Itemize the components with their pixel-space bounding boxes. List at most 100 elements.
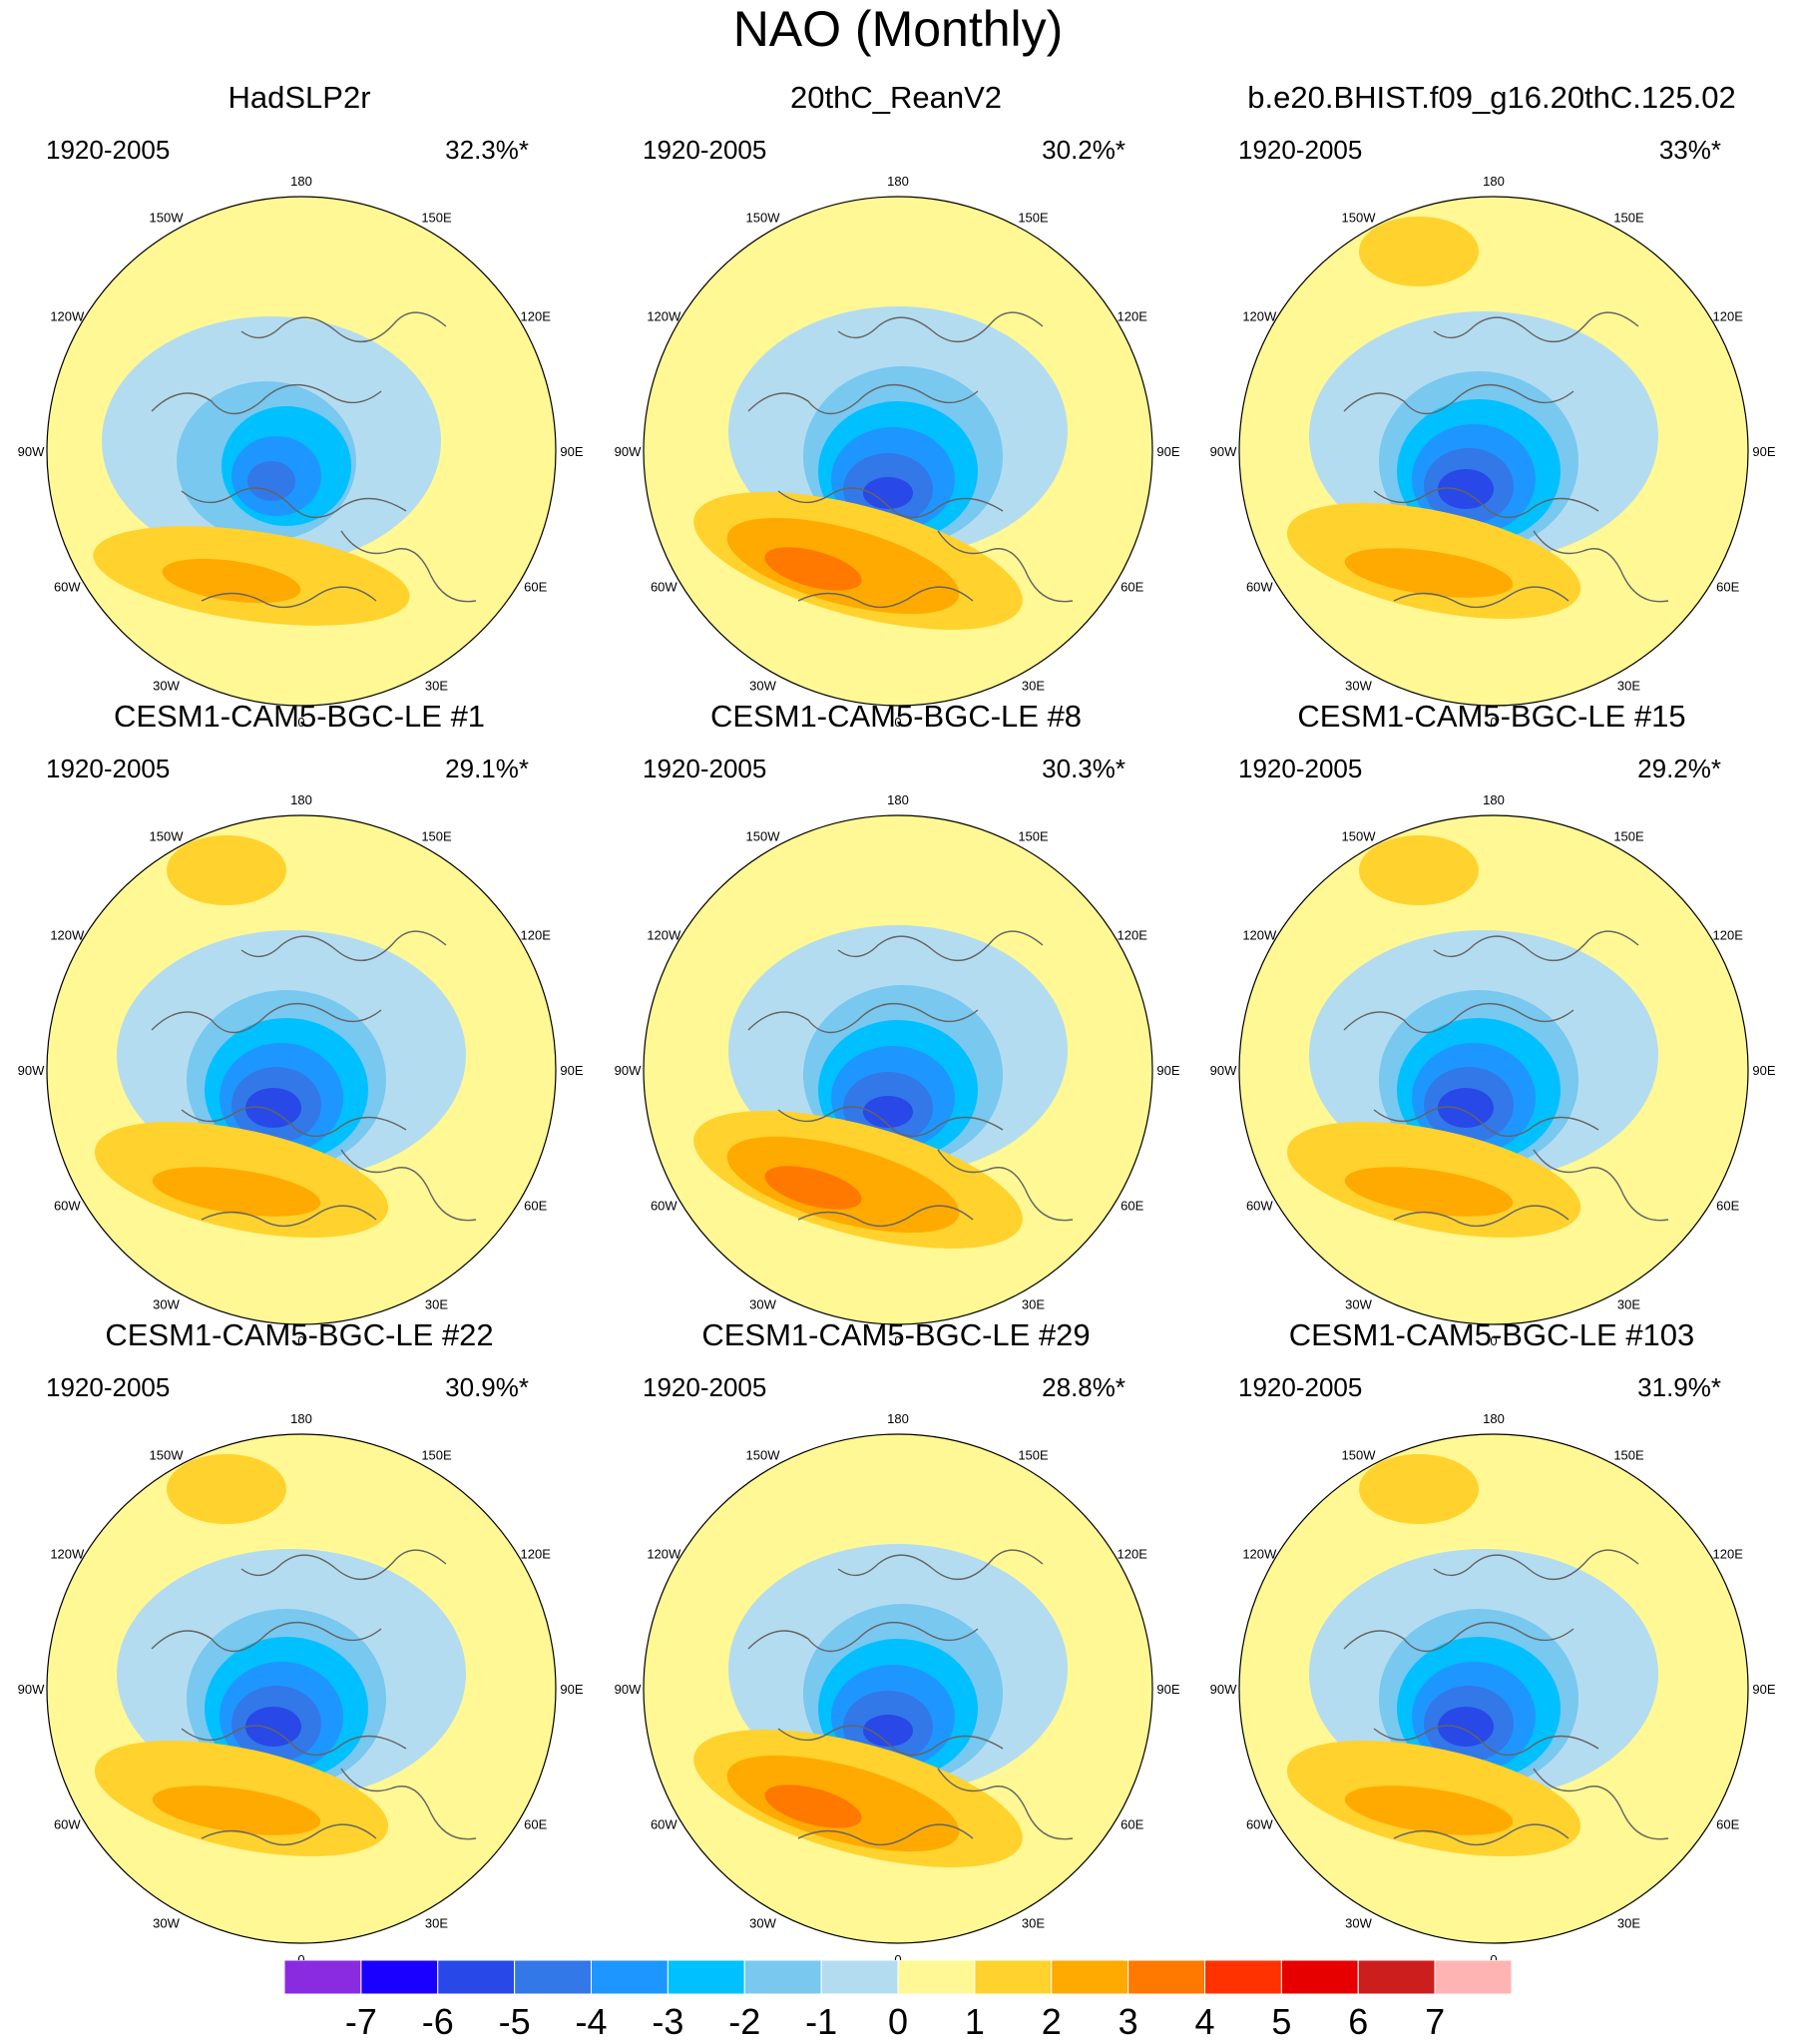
longitude-label: 0 [1490, 1333, 1497, 1348]
longitude-label: 120E [1713, 928, 1744, 943]
panel-percent: 31.9%* [1637, 1372, 1721, 1402]
map-panel: 180 150E 120E 90E 60E 30E 0 30W 60W 90W 120W 150W Ha… [0, 80, 599, 730]
panel-period: 1920-2005 [1238, 754, 1363, 783]
map-border [46, 1433, 557, 1944]
longitude-label: 0 [297, 715, 304, 730]
longitude-label: 150E [421, 1447, 452, 1462]
coastline [181, 1106, 407, 1138]
longitude-label: 120E [521, 928, 552, 943]
contour-region [863, 1096, 913, 1128]
colorbar-label: 6 [1348, 2001, 1369, 2042]
contour-region [245, 1707, 301, 1747]
longitude-label: 150E [1018, 828, 1049, 843]
map-panel: 180 150E 120E 90E 60E 30E 0 30W 60W 90W 120W 150W CE… [597, 699, 1195, 1348]
coastline [777, 1725, 1004, 1757]
longitude-label: 150W [1342, 1447, 1377, 1462]
longitude-label: 60E [1121, 1817, 1143, 1832]
longitude-label: 120W [1242, 309, 1277, 324]
coastline [340, 1149, 477, 1222]
coastline [1373, 1725, 1599, 1757]
colorbar-box [514, 1960, 592, 1994]
longitude-label: 30W [153, 1916, 180, 1931]
longitude-label: 150W [746, 1447, 781, 1462]
coastline [1343, 1622, 1574, 1653]
longitude-label: 120W [1242, 1547, 1277, 1562]
contour-region [167, 1454, 286, 1524]
map-border [1238, 814, 1749, 1325]
longitude-label: 60W [54, 1199, 81, 1214]
coastline [181, 1725, 407, 1757]
contour-region [1438, 469, 1494, 509]
coastline [837, 930, 1044, 962]
longitude-label: 30W [1345, 1916, 1372, 1931]
longitude-label: 60E [1121, 580, 1143, 595]
coastline [837, 1549, 1044, 1581]
colorbar-box [284, 1960, 362, 1994]
longitude-label: 150E [421, 210, 452, 225]
longitude-label: 180 [290, 174, 312, 189]
longitude-label: 120W [647, 928, 681, 943]
colorbar-label: 3 [1118, 2001, 1138, 2042]
longitude-label: 60W [54, 1817, 81, 1832]
contour-region [245, 1088, 301, 1128]
panel-period: 1920-2005 [1238, 135, 1363, 165]
polar-map: 180 150E 120E 90E 60E 30E 0 30W 60W 90W 120W 150W [18, 174, 584, 730]
coastline [797, 1823, 974, 1846]
longitude-label: 30E [1617, 1297, 1640, 1312]
longitude-label: 60W [651, 580, 677, 595]
colorbar-label: 0 [887, 2001, 909, 2042]
longitude-label: 60E [524, 1817, 547, 1832]
longitude-label: 150W [150, 1447, 185, 1462]
colorbar-box [897, 1960, 976, 1994]
longitude-label: 90W [18, 1063, 45, 1078]
longitude-label: 30W [749, 1916, 776, 1931]
longitude-label: 30E [1617, 679, 1640, 694]
longitude-label: 150W [150, 828, 185, 843]
longitude-label: 150W [746, 828, 781, 843]
colorbar-label: 2 [1041, 2001, 1062, 2042]
contour-region [863, 477, 913, 509]
colorbar-box [1280, 1960, 1359, 1994]
panel-period: 1920-2005 [643, 754, 767, 783]
coastline [747, 1622, 979, 1653]
coastline [937, 1149, 1074, 1222]
coastline [340, 1768, 477, 1840]
panel-title: CESM1-CAM5-BGC-LE #22 [105, 1317, 494, 1352]
contour-region [764, 1166, 862, 1210]
longitude-label: 60W [651, 1817, 677, 1832]
longitude-label: 60W [1246, 1817, 1273, 1832]
longitude-label: 180 [887, 1411, 909, 1426]
longitude-label: 30E [425, 1297, 448, 1312]
longitude-label: 60E [1716, 580, 1739, 595]
colorbar-box [743, 1960, 822, 1994]
colorbar-box [1434, 1960, 1512, 1994]
colorbar-box [820, 1960, 899, 1994]
panel-title: CESM1-CAM5-BGC-LE #8 [709, 699, 1083, 734]
longitude-label: 90E [1156, 444, 1179, 459]
coastline [777, 1106, 1004, 1138]
contour-region [1359, 217, 1479, 286]
panel-period: 1920-2005 [46, 754, 171, 783]
longitude-label: 30W [153, 1297, 180, 1312]
longitude-label: 150W [746, 210, 781, 225]
coastline [937, 1768, 1074, 1840]
coastline [181, 487, 407, 519]
coastline [201, 1205, 377, 1228]
longitude-label: 30E [1617, 1916, 1640, 1931]
longitude-label: 60W [651, 1199, 677, 1214]
contour-region [167, 835, 286, 905]
colorbar-box [1357, 1960, 1436, 1994]
longitude-label: 120E [1713, 1547, 1744, 1562]
longitude-label: 120W [1242, 928, 1277, 943]
longitude-label: 180 [1483, 174, 1505, 189]
longitude-label: 90E [1752, 444, 1775, 459]
longitude-label: 120W [50, 928, 85, 943]
coastline [1373, 1106, 1599, 1138]
coastline [201, 1823, 377, 1846]
contour-region [1359, 835, 1479, 905]
map-border [643, 814, 1153, 1325]
map-panel: 180 150E 120E 90E 60E 30E 0 30W 60W 90W 120W 150W CE… [1192, 1317, 1791, 1967]
longitude-label: 120E [1118, 1547, 1148, 1562]
longitude-label: 30E [1022, 1916, 1045, 1931]
longitude-label: 90E [1156, 1063, 1179, 1078]
